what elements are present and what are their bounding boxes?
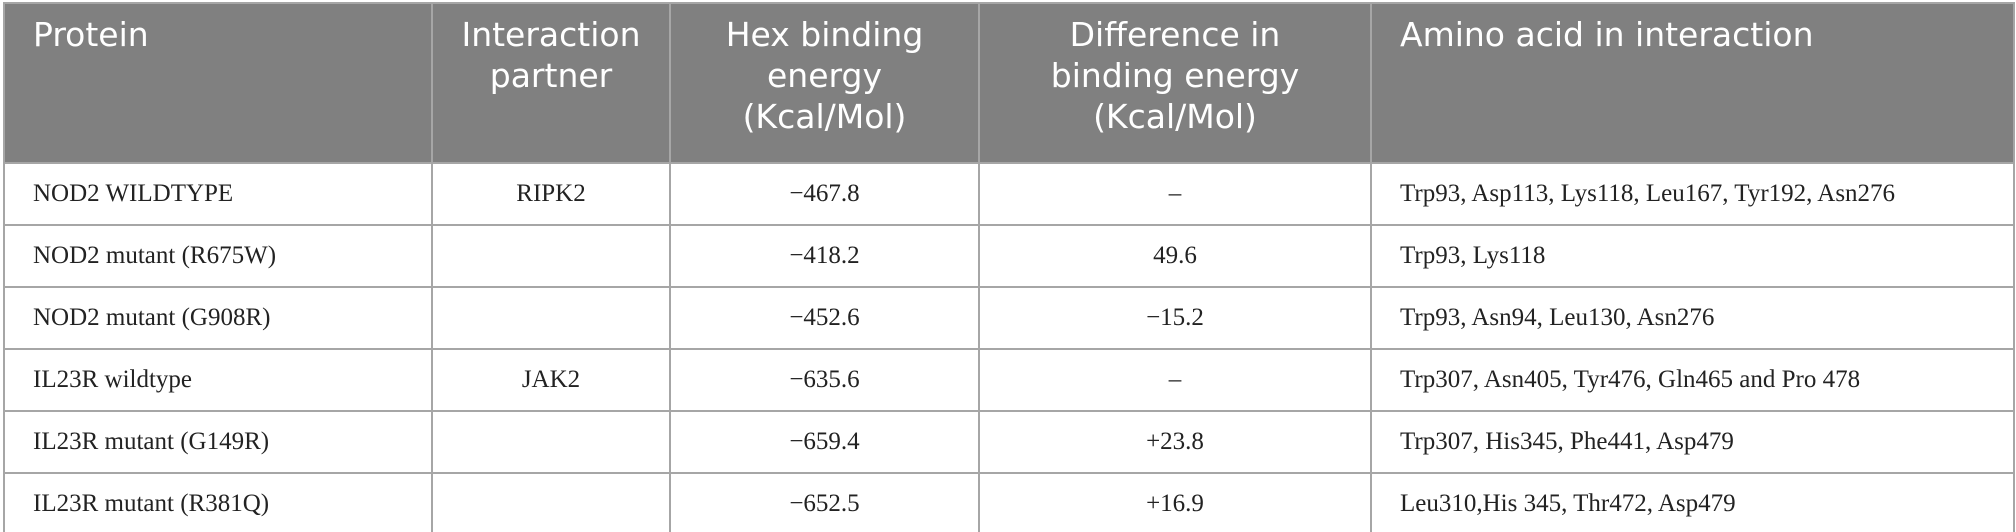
- header-row: Protein Interaction partner Hex binding en…: [3, 2, 2015, 164]
- table-cell: −15.2: [978, 286, 1372, 350]
- table-cell: −652.5: [669, 472, 980, 532]
- table-cell: NOD2 mutant (G908R): [3, 286, 433, 350]
- table-cell: [431, 286, 671, 350]
- table-row: NOD2 mutant (G908R) −452.6 −15.2 Trp93, Asn…: [3, 286, 2015, 350]
- table-cell: Trp307, Asn405, Tyr476, Gln465 and Pro 4…: [1370, 348, 2015, 412]
- table-cell: Trp307, His345, Phe441, Asp479: [1370, 410, 2015, 474]
- table-cell: −659.4: [669, 410, 980, 474]
- table-body: NOD2 WILDTYPE RIPK2 −467.8– Trp93, Asp113, …: [3, 162, 2015, 532]
- table-row: IL23R mutant (G149R) −659.4 +23.8 Trp307, H…: [3, 410, 2015, 474]
- table-row: IL23R wildtype JAK2 −635.6– Trp307, Asn405,…: [3, 348, 2015, 412]
- table-cell: [431, 472, 671, 532]
- table-cell: NOD2 WILDTYPE: [3, 162, 433, 226]
- table-cell: RIPK2: [431, 162, 671, 226]
- table-cell: Trp93, Asn94, Leu130, Asn276: [1370, 286, 2015, 350]
- table-cell: −635.6: [669, 348, 980, 412]
- table-row: NOD2 mutant (R675W) −418.2 49.6 Trp93, Lys1…: [3, 224, 2015, 288]
- table-cell: +23.8: [978, 410, 1372, 474]
- table-cell: Trp93, Asp113, Lys118, Leu167, Tyr192, A…: [1370, 162, 2015, 226]
- table-row: IL23R mutant (R381Q) −652.5 +16.9 Leu310,Hi…: [3, 472, 2015, 532]
- header-cell: Amino acid in interaction: [1370, 2, 2015, 164]
- table-cell: JAK2: [431, 348, 671, 412]
- table-cell: IL23R mutant (R381Q): [3, 472, 433, 532]
- data-table: Protein Interaction partner Hex binding en…: [3, 2, 2015, 532]
- table-cell: IL23R wildtype: [3, 348, 433, 412]
- table-cell: −467.8: [669, 162, 980, 226]
- table-cell: [431, 224, 671, 288]
- table-cell: +16.9: [978, 472, 1372, 532]
- table-row: NOD2 WILDTYPE RIPK2 −467.8– Trp93, Asp113, …: [3, 162, 2015, 226]
- table-cell: −418.2: [669, 224, 980, 288]
- header-cell: Protein: [3, 2, 433, 164]
- header-cell: Difference in binding energy (Kcal/Mol): [978, 2, 1372, 164]
- table-cell: −452.6: [669, 286, 980, 350]
- table-cell: NOD2 mutant (R675W): [3, 224, 433, 288]
- header-cell: Hex binding energy (Kcal/Mol): [669, 2, 980, 164]
- table-cell: –: [978, 348, 1372, 412]
- table-cell: IL23R mutant (G149R): [3, 410, 433, 474]
- table-cell: 49.6: [978, 224, 1372, 288]
- table-cell: Leu310,His 345, Thr472, Asp479: [1370, 472, 2015, 532]
- table-cell: –: [978, 162, 1372, 226]
- table-cell: Trp93, Lys118: [1370, 224, 2015, 288]
- table-cell: [431, 410, 671, 474]
- header-cell: Interaction partner: [431, 2, 671, 164]
